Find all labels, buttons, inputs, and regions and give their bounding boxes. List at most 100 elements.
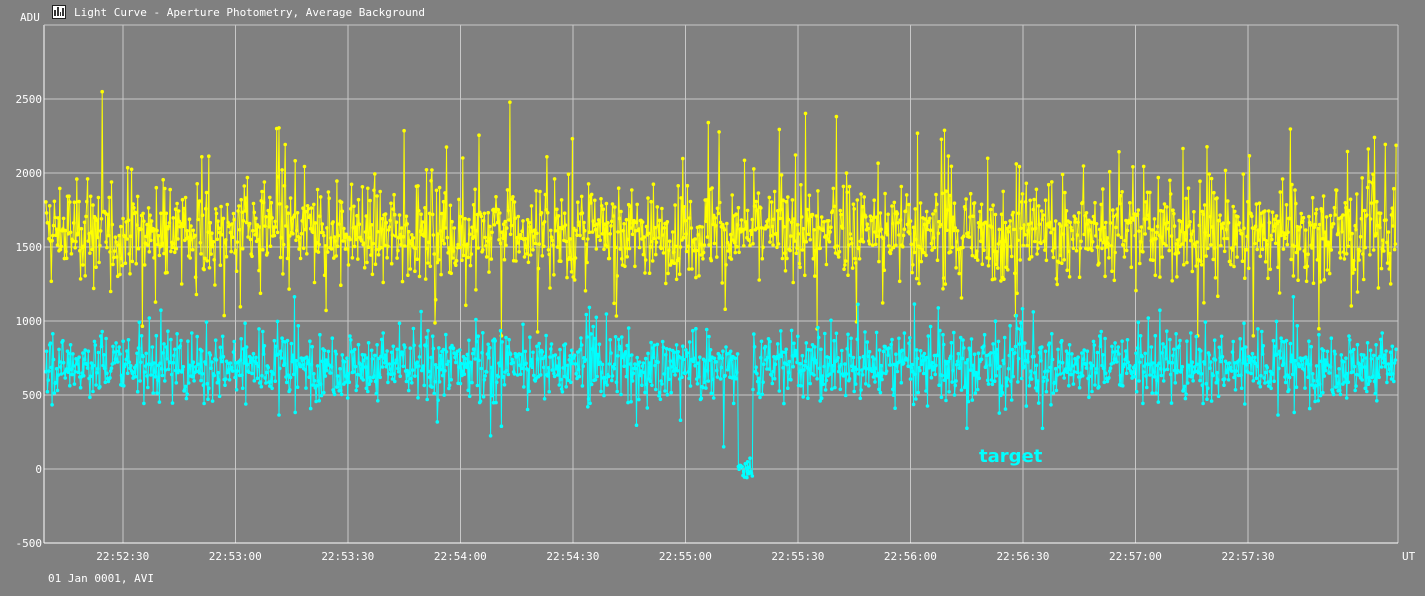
target-series-point xyxy=(1364,356,1368,360)
comparison-series-point xyxy=(564,239,568,244)
comparison-series-point xyxy=(525,252,529,256)
target-series-point xyxy=(1363,386,1367,391)
target-series-point xyxy=(887,346,891,350)
comparison-series-point xyxy=(1079,239,1083,244)
target-series-point xyxy=(498,363,502,368)
target-series-point xyxy=(1143,351,1147,356)
target-series-point xyxy=(433,363,438,367)
comparison-series-point xyxy=(1246,199,1250,204)
comparison-series-point xyxy=(433,297,438,302)
comparison-series-point xyxy=(749,232,754,236)
comparison-series-point xyxy=(1154,236,1158,241)
target-series-point xyxy=(789,377,793,382)
target-series-point xyxy=(349,338,353,342)
comparison-series-point xyxy=(54,227,59,232)
target-series-point xyxy=(930,360,934,365)
comparison-series-point xyxy=(152,255,156,260)
target-series-point xyxy=(1386,362,1391,366)
comparison-series-point xyxy=(1317,222,1322,227)
target-series-point xyxy=(374,391,379,396)
target-series-point xyxy=(1053,366,1058,371)
comparison-series-point xyxy=(413,246,418,251)
comparison-series-point xyxy=(566,172,571,176)
comparison-series-point xyxy=(1310,195,1315,200)
comparison-series-point xyxy=(1155,230,1159,235)
target-series-point xyxy=(362,358,366,363)
comparison-series-point xyxy=(210,244,215,249)
comparison-series-point xyxy=(1346,244,1351,249)
target-series-point xyxy=(486,342,491,347)
target-series-point xyxy=(1368,348,1373,353)
comparison-series-point xyxy=(647,231,651,236)
target-series-point xyxy=(1068,367,1073,372)
target-series-point xyxy=(1010,347,1015,352)
target-series-point xyxy=(404,379,409,384)
target-series-point xyxy=(977,376,981,381)
target-series-point xyxy=(353,364,358,369)
target-series-point xyxy=(480,350,484,355)
comparison-series-point xyxy=(984,220,988,225)
target-series-point xyxy=(242,361,247,365)
target-series-point xyxy=(279,356,284,360)
comparison-series-point xyxy=(68,200,72,204)
comparison-series-point xyxy=(860,204,865,209)
target-series-point xyxy=(814,361,819,365)
target-series-point xyxy=(1122,362,1127,367)
comparison-series-point xyxy=(475,212,480,217)
target-series-point xyxy=(244,402,248,406)
target-series-point xyxy=(836,369,841,374)
comparison-series-point xyxy=(1114,225,1118,230)
target-series-point xyxy=(538,373,543,377)
comparison-series-point xyxy=(999,279,1003,283)
comparison-series-point xyxy=(1280,177,1285,181)
comparison-series-point xyxy=(498,211,502,215)
comparison-series-point xyxy=(839,212,843,217)
comparison-series-point xyxy=(146,206,151,210)
comparison-series-point xyxy=(366,186,370,191)
comparison-series-point xyxy=(1344,252,1349,256)
target-series-point xyxy=(186,339,190,344)
target-series-point xyxy=(366,341,371,345)
comparison-series-point xyxy=(760,256,765,261)
comparison-series-point xyxy=(572,226,576,231)
target-series-point xyxy=(376,356,381,361)
target-series-point xyxy=(891,393,896,397)
target-series-point xyxy=(684,354,689,358)
comparison-series-point xyxy=(1310,246,1314,250)
comparison-series-point xyxy=(498,241,503,246)
comparison-series-point xyxy=(1091,214,1096,219)
comparison-series-point xyxy=(977,225,981,229)
target-series-point xyxy=(1319,359,1323,364)
target-series-point xyxy=(549,342,554,346)
target-series-point xyxy=(368,375,372,380)
comparison-series-point xyxy=(1269,233,1273,238)
target-series-point xyxy=(691,359,696,364)
target-series-point xyxy=(633,362,637,366)
target-series-point xyxy=(961,338,965,342)
comparison-series-point xyxy=(1082,232,1086,237)
target-series-point xyxy=(828,372,832,376)
comparison-series-point xyxy=(910,270,914,275)
target-series-point xyxy=(133,374,138,379)
target-series-point xyxy=(240,373,244,378)
target-series-point xyxy=(379,354,383,359)
comparison-series-point xyxy=(1042,239,1046,243)
target-series-point xyxy=(1141,370,1146,374)
comparison-series-point xyxy=(1041,213,1046,217)
comparison-series-point xyxy=(1228,259,1232,264)
target-series-point xyxy=(845,347,849,351)
target-series-point xyxy=(1309,344,1313,349)
comparison-series-point xyxy=(1016,211,1021,216)
comparison-series-point xyxy=(536,266,541,271)
comparison-series-point xyxy=(963,207,968,211)
target-series-point xyxy=(144,351,148,356)
comparison-series-point xyxy=(262,180,267,184)
comparison-series-point xyxy=(767,195,772,200)
comparison-series-point xyxy=(707,243,711,247)
target-series-point xyxy=(643,356,648,361)
comparison-series-point xyxy=(376,253,381,257)
target-series-point xyxy=(173,368,178,373)
comparison-series-point xyxy=(1131,218,1136,222)
target-series-point xyxy=(1144,374,1148,378)
comparison-series-point xyxy=(474,228,479,233)
